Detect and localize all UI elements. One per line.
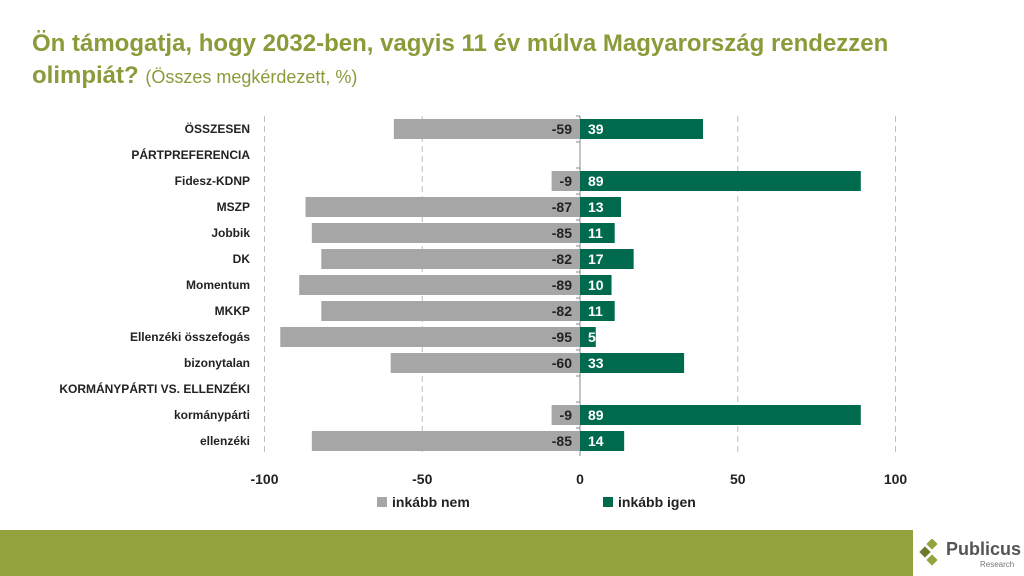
bar-inkabb-igen [580, 119, 704, 139]
data-label-pos: 13 [588, 199, 604, 215]
legend-label-pos: inkább igen [618, 494, 696, 510]
logo-name: Publicus [946, 539, 1022, 559]
data-label-pos: 11 [588, 303, 603, 319]
x-tick-label: -50 [412, 471, 432, 487]
bar-inkabb-nem [305, 197, 580, 217]
data-label-neg: -9 [560, 407, 573, 423]
data-label-neg: -89 [552, 277, 572, 293]
bar-inkabb-igen [580, 223, 615, 243]
bar-inkabb-igen [580, 431, 625, 451]
bar-inkabb-nem [311, 223, 580, 243]
bar-inkabb-nem [280, 327, 580, 347]
category-label: DK [233, 252, 251, 266]
category-label: MSZP [217, 200, 250, 214]
legend-label-neg: inkább nem [392, 494, 470, 510]
category-label: KORMÁNYPÁRTI VS. ELLENZÉKI [59, 381, 250, 396]
bar-inkabb-nem [551, 171, 580, 191]
data-label-neg: -85 [552, 225, 572, 241]
bar-inkabb-nem [299, 275, 580, 295]
bar-inkabb-igen [580, 353, 685, 373]
bar-inkabb-nem [321, 249, 580, 269]
data-label-neg: -9 [560, 173, 573, 189]
title-subtitle: (Összes megkérdezett, %) [145, 67, 358, 87]
chart-title: Ön támogatja, hogy 2032-ben, vagyis 11 é… [32, 28, 992, 93]
data-label-pos: 11 [588, 225, 603, 241]
bar-inkabb-igen [580, 327, 596, 347]
category-label: Momentum [186, 278, 250, 292]
bar-inkabb-igen [580, 197, 622, 217]
footer-band [0, 530, 913, 576]
data-label-neg: -82 [552, 251, 572, 267]
category-label: ÖSSZESEN [185, 121, 250, 136]
logo-sub: Research [980, 560, 1015, 569]
chart: -100 -50 0 50 100 ÖSSZESEN -59 39 PÁRTPREFERENCI… [59, 115, 908, 510]
category-label: MKKP [215, 304, 250, 318]
data-label-pos: 14 [588, 433, 604, 449]
data-label-neg: -60 [552, 355, 572, 371]
bar-inkabb-igen [580, 249, 634, 269]
data-label-pos: 17 [588, 251, 604, 267]
legend-swatch-neg [377, 497, 387, 507]
data-label-pos: 33 [588, 355, 604, 371]
x-tick-label: 100 [884, 471, 908, 487]
logo-diamonds-icon [919, 539, 938, 566]
data-label-neg: -82 [552, 303, 572, 319]
legend-swatch-pos [603, 497, 613, 507]
data-label-pos: 5 [588, 329, 596, 345]
data-label-pos: 89 [588, 407, 604, 423]
bar-inkabb-nem [551, 405, 580, 425]
x-tick-label: 0 [576, 471, 584, 487]
category-label: Jobbik [211, 226, 250, 240]
data-label-neg: -85 [552, 433, 572, 449]
category-label: bizonytalan [184, 356, 250, 370]
publicus-logo: Publicus Research [918, 537, 1024, 573]
bar-inkabb-igen [580, 301, 615, 321]
bar-inkabb-igen [580, 275, 612, 295]
data-label-pos: 39 [588, 121, 604, 137]
category-label: PÁRTPREFERENCIA [131, 147, 250, 162]
data-label-pos: 89 [588, 173, 604, 189]
title-main: Ön támogatja, hogy 2032-ben, vagyis 11 é… [32, 30, 889, 89]
category-label: Ellenzéki összefogás [130, 330, 250, 344]
bar-inkabb-nem [393, 119, 580, 139]
bar-inkabb-igen [580, 171, 861, 191]
data-label-neg: -87 [552, 199, 572, 215]
category-label: Fidesz-KDNP [175, 174, 250, 188]
x-tick-label: -100 [250, 471, 278, 487]
category-label: kormánypárti [174, 408, 250, 422]
category-label: ellenzéki [200, 434, 250, 448]
bar-inkabb-nem [390, 353, 580, 373]
data-label-pos: 10 [588, 277, 604, 293]
data-label-neg: -59 [552, 121, 572, 137]
bar-inkabb-igen [580, 405, 861, 425]
data-label-neg: -95 [552, 329, 572, 345]
x-tick-label: 50 [730, 471, 746, 487]
bar-inkabb-nem [321, 301, 580, 321]
bar-inkabb-nem [311, 431, 580, 451]
